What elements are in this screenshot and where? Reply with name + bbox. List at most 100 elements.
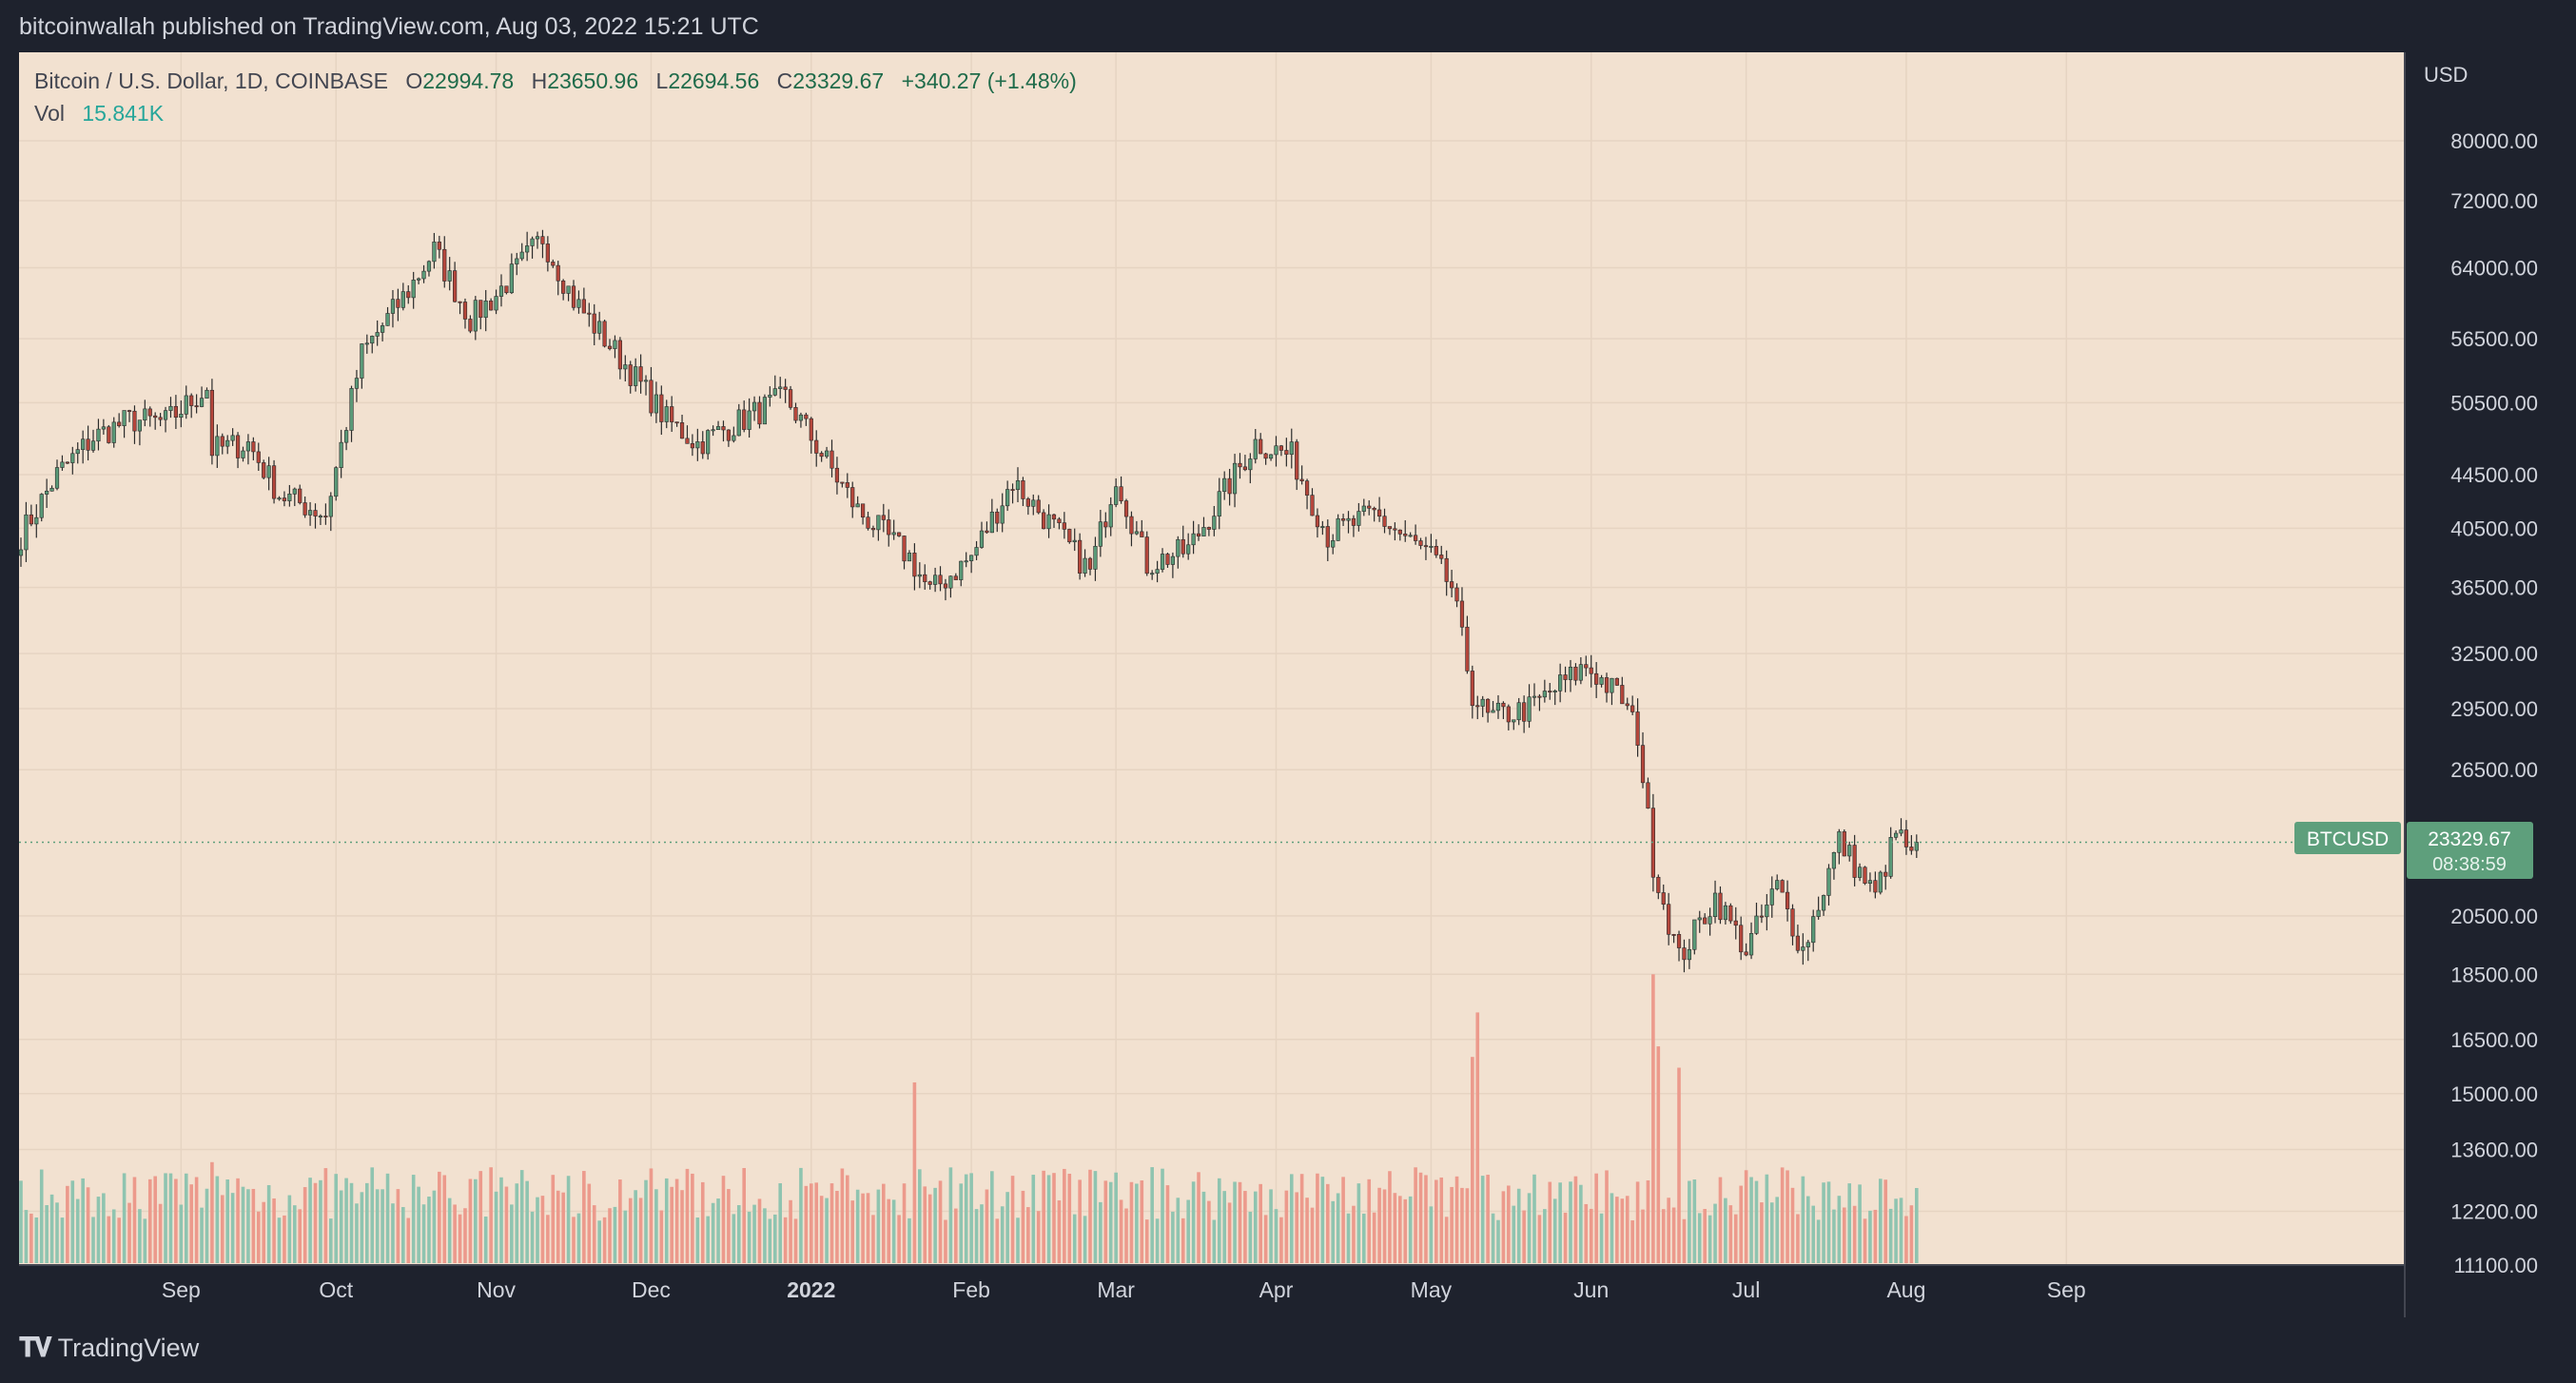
volume-bar: [695, 1217, 700, 1263]
volume-bar: [411, 1175, 416, 1263]
volume-bar: [948, 1167, 953, 1263]
candle-body: [1667, 904, 1671, 935]
candle-body: [1289, 441, 1294, 456]
candle-body: [1397, 529, 1402, 535]
volume-bar: [19, 1180, 23, 1263]
candle-body: [995, 511, 1000, 524]
candle-body: [617, 340, 622, 370]
candle-body: [354, 378, 360, 389]
candle-body: [1620, 685, 1625, 705]
candle-body: [184, 395, 188, 415]
candle-body: [1015, 480, 1021, 491]
candle-body: [1552, 691, 1557, 692]
candle-body: [1548, 691, 1552, 692]
candle-body: [168, 405, 173, 411]
candle-body: [933, 575, 938, 585]
candle-body: [1144, 536, 1149, 575]
candle-body: [747, 410, 751, 430]
price-tick-label: 36500.00: [2450, 576, 2538, 600]
volume-bar: [365, 1182, 369, 1263]
publisher-line: bitcoinwallah published on TradingView.c…: [19, 13, 759, 40]
candle-body: [307, 510, 313, 516]
candle-body: [101, 426, 106, 430]
candle-body: [483, 301, 488, 319]
candle-body: [860, 503, 866, 518]
candle-body: [60, 461, 65, 468]
footer-brand[interactable]: 𝐓𝐕 TradingView: [19, 1333, 199, 1364]
candle-body: [1299, 478, 1304, 481]
candle-body: [726, 429, 732, 441]
volume-bar: [927, 1194, 932, 1263]
candle-body: [1310, 495, 1315, 516]
candle-body: [959, 560, 964, 580]
price-tick-label: 13600.00: [2450, 1138, 2538, 1161]
candle-body: [1340, 518, 1346, 521]
volume-bar: [323, 1168, 328, 1263]
candle-body: [504, 285, 509, 294]
candle-body: [515, 258, 519, 264]
candle-body: [907, 553, 912, 562]
candle-body: [1372, 507, 1376, 511]
volume-bar: [1671, 1207, 1676, 1263]
volume-bar: [1915, 1187, 1919, 1263]
candle-body: [829, 450, 834, 469]
volume-bar: [1584, 1203, 1589, 1263]
volume-bar: [1501, 1191, 1506, 1263]
price-tick-label: 29500.00: [2450, 697, 2538, 721]
volume-bar: [1507, 1185, 1511, 1263]
candle-body: [819, 453, 824, 458]
volume-bar: [789, 1199, 792, 1263]
candle-body: [762, 397, 768, 425]
volume-bar: [1769, 1202, 1774, 1263]
candle-body: [551, 262, 556, 266]
price-tick-label: 72000.00: [2450, 189, 2538, 213]
candle-body: [1790, 908, 1795, 937]
volume-bar: [391, 1203, 395, 1263]
candle-body: [1439, 555, 1444, 559]
price-tick-label: 64000.00: [2450, 257, 2538, 281]
volume-bar: [1532, 1174, 1536, 1263]
candle-body: [881, 515, 886, 520]
volume-bar: [985, 1189, 989, 1263]
time-axis[interactable]: [19, 1266, 2405, 1312]
candle-body: [277, 497, 282, 500]
candle-body: [824, 450, 829, 458]
volume-bar: [685, 1168, 690, 1263]
candle-body: [1201, 527, 1206, 536]
candle-body: [1842, 831, 1846, 857]
candle-body: [788, 389, 793, 408]
candle-body: [989, 511, 994, 534]
volume-bar: [474, 1178, 478, 1263]
volume-bar: [716, 1198, 720, 1263]
volume-bar: [236, 1178, 240, 1263]
candle-body: [715, 426, 721, 431]
volume-bar: [861, 1193, 865, 1263]
candle-body: [1491, 710, 1495, 713]
volume-bar: [944, 1219, 947, 1263]
volume-bar: [1424, 1175, 1428, 1263]
candle-body: [1170, 555, 1175, 565]
candle-body: [287, 494, 292, 501]
candle-body: [1450, 581, 1454, 589]
volume-bar: [510, 1204, 514, 1263]
volume-bar: [292, 1205, 297, 1263]
candle-body: [163, 410, 168, 420]
volume-bar: [1816, 1219, 1821, 1263]
candle-body: [1903, 829, 1909, 847]
candle-body: [556, 264, 560, 282]
volume-bar: [1522, 1210, 1526, 1263]
time-tick-label: Jun: [1573, 1277, 1609, 1302]
volume-bar: [1620, 1198, 1625, 1263]
volume-bar: [200, 1207, 204, 1263]
candle-body: [1733, 920, 1738, 926]
candle-body: [468, 319, 473, 332]
volume-bar: [1651, 974, 1655, 1263]
candle-body: [721, 426, 726, 431]
candle-body: [1021, 480, 1025, 499]
volume-bar: [60, 1217, 65, 1263]
volume-bar: [1269, 1189, 1273, 1263]
price-axis-currency: USD: [2424, 63, 2468, 87]
volume-bar: [1000, 1206, 1005, 1263]
price-axis[interactable]: [2405, 52, 2557, 1312]
